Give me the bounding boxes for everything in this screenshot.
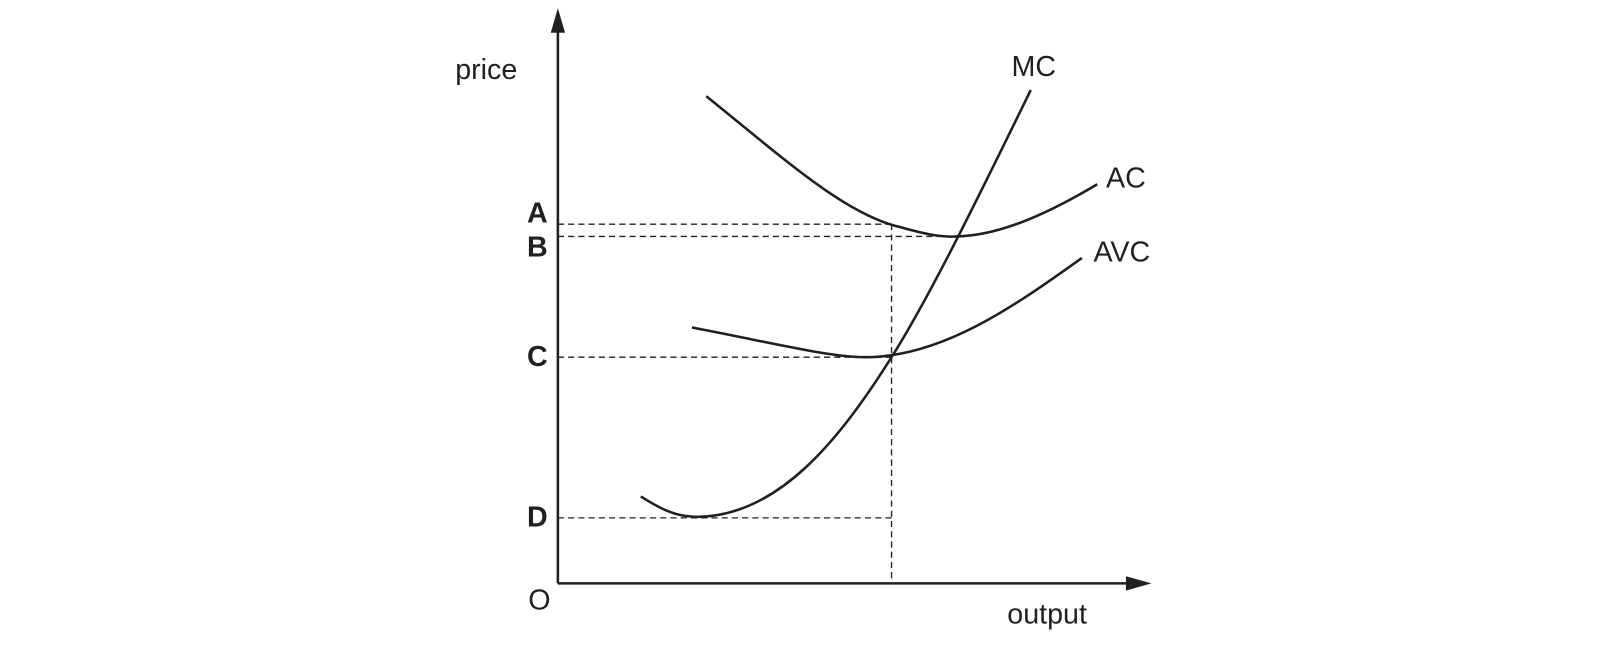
origin-label: O — [528, 584, 550, 616]
y-arrow — [550, 8, 566, 33]
level-label: C — [527, 341, 548, 373]
curve-label: MC — [1012, 51, 1057, 83]
avc-curve — [691, 256, 1083, 359]
ac-curve — [705, 95, 1098, 238]
level-label: A — [527, 197, 548, 229]
x-arrow — [1125, 576, 1152, 591]
curve-label: AC — [1106, 163, 1146, 195]
x-axis-label: output — [1007, 599, 1087, 631]
curve-label: AVC — [1093, 236, 1150, 268]
mc-curve — [640, 89, 1032, 519]
level-label: D — [527, 501, 548, 533]
y-axis-label: price — [455, 54, 517, 86]
level-label: B — [527, 231, 548, 263]
